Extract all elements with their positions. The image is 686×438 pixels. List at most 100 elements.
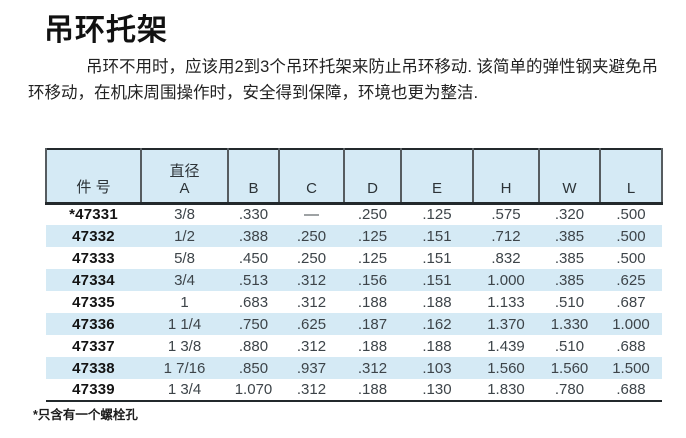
part-number-cell: 47335 [72, 293, 115, 311]
table-row: 47333 5/8 .450 .250 .125 .151 .832 .385 .500 [46, 247, 662, 269]
dimension-value-cell: 1.330 [550, 315, 589, 333]
dimension-value-cell: .937 [296, 359, 327, 377]
col-header-c: C [278, 149, 344, 205]
dimension-value-cell: 1.560 [487, 359, 525, 377]
dimension-value-cell: .312 [296, 271, 327, 289]
dimension-value-cell: 3/8 [174, 206, 195, 224]
dimension-value-cell: .832 [491, 249, 521, 267]
dimension-value-cell: .750 [238, 315, 269, 333]
dimension-value-cell: .151 [422, 227, 452, 245]
col-header-h: H [472, 149, 539, 205]
col-header-diameter-a: 直径 A [140, 149, 228, 205]
dimension-value-cell: 3/4 [174, 271, 195, 289]
dimension-value-cell: .780 [554, 381, 585, 398]
dimension-value-cell: 1.560 [550, 359, 589, 377]
dimension-value-cell: .500 [616, 206, 646, 224]
dimension-value-cell: — [304, 206, 319, 224]
dimension-value-cell: 1 [180, 293, 189, 311]
part-number-cell: 47339 [72, 381, 115, 398]
intro-line-2: 环移动，在机床周围操作时，安全得到保障，环境也更为整洁. [28, 84, 479, 102]
dimension-value-cell: .250 [357, 206, 388, 224]
col-header-l: L [599, 149, 663, 205]
part-number-cell: *47331 [69, 206, 118, 224]
part-number-cell: 47337 [72, 337, 115, 355]
col-header-d: D [343, 149, 401, 205]
dimension-value-cell: .312 [357, 359, 388, 377]
dimension-value-cell: .125 [357, 227, 388, 245]
intro-paragraph: 吊环不用时，应该用2到3个吊环托架来防止吊环移动. 该简单的弹性钢夹避免吊 环移… [28, 54, 668, 106]
dimension-value-cell: .250 [296, 249, 327, 267]
part-number-cell: 47338 [72, 359, 115, 377]
dimension-table: 件 号 直径 A B C D E H W L *47331 3/8 .330 — .25… [45, 148, 663, 402]
dimension-value-cell: .510 [554, 293, 585, 311]
col-header-b: B [227, 149, 279, 205]
col-header-part-number: 件 号 [45, 149, 141, 205]
dimension-value-cell: 1.830 [487, 381, 525, 398]
dimension-value-cell: 1.000 [612, 315, 650, 333]
dimension-value-cell: .125 [357, 249, 388, 267]
dimension-value-cell: 1 3/4 [167, 381, 202, 398]
table-row: 47332 1/2 .388 .250 .125 .151 .712 .385 .500 [46, 225, 662, 247]
table-row: 47337 1 3/8 .880 .312 .188 .188 1.439 .510 .688 [46, 335, 662, 357]
table-row: 47339 1 3/4 1.070 .312 .188 .130 1.830 .780 .688 [46, 379, 662, 401]
col-header-diameter-letter: A [179, 179, 190, 197]
dimension-value-cell: .688 [616, 337, 646, 355]
dimension-value-cell: 5/8 [174, 249, 195, 267]
dimension-value-cell: 1.000 [487, 271, 525, 289]
dimension-value-cell: .151 [422, 271, 452, 289]
dimension-value-cell: .687 [616, 293, 646, 311]
dimension-value-cell: 1.133 [487, 293, 525, 311]
table-header: 件 号 直径 A B C D E H W L [45, 149, 663, 205]
dimension-value-cell: .385 [554, 249, 585, 267]
dimension-value-cell: .188 [357, 337, 388, 355]
dimension-value-cell: 1 3/8 [167, 337, 202, 355]
dimension-value-cell: .385 [554, 271, 585, 289]
dimension-value-cell: .312 [296, 293, 327, 311]
dimension-value-cell: .130 [422, 381, 452, 398]
col-header-diameter-label: 直径 [169, 162, 200, 180]
part-number-cell: 47332 [72, 227, 115, 245]
dimension-value-cell: .151 [422, 249, 452, 267]
dimension-value-cell: 1 1/4 [167, 315, 202, 333]
part-number-cell: 47336 [72, 315, 115, 333]
dimension-value-cell: .320 [554, 206, 585, 224]
dimension-value-cell: .625 [296, 315, 327, 333]
dimension-value-cell: .156 [357, 271, 388, 289]
dimension-value-cell: .880 [238, 337, 269, 355]
dimension-value-cell: .500 [616, 249, 646, 267]
table-row: 47338 1 7/16 .850 .937 .312 .103 1.560 1.560 1.5… [46, 357, 662, 379]
part-number-cell: 47333 [72, 249, 115, 267]
dimension-value-cell: .125 [422, 206, 452, 224]
dimension-value-cell: 1.500 [612, 359, 650, 377]
dimension-value-cell: 1.439 [487, 337, 525, 355]
dimension-value-cell: .688 [616, 381, 646, 398]
dimension-value-cell: .575 [491, 206, 521, 224]
dimension-value-cell: .500 [616, 227, 646, 245]
dimension-value-cell: .187 [357, 315, 388, 333]
table-row: 47335 1 .683 .312 .188 .188 1.133 .510 .687 [46, 291, 662, 313]
dimension-value-cell: .625 [616, 271, 646, 289]
dimension-value-cell: .188 [357, 381, 388, 398]
dimension-value-cell: 1.370 [487, 315, 525, 333]
dimension-value-cell: .385 [554, 227, 585, 245]
dimension-value-cell: 1/2 [174, 227, 195, 245]
dimension-value-cell: .450 [238, 249, 269, 267]
table-row: 47334 3/4 .513 .312 .156 .151 1.000 .385 .625 [46, 269, 662, 291]
dimension-value-cell: .712 [491, 227, 521, 245]
col-header-e: E [400, 149, 473, 205]
dimension-value-cell: .103 [422, 359, 452, 377]
dimension-value-cell: .250 [296, 227, 327, 245]
dimension-value-cell: .330 [238, 206, 269, 224]
dimension-value-cell: .850 [238, 359, 269, 377]
dimension-value-cell: 1.070 [234, 381, 273, 398]
page-title: 吊环托架 [44, 14, 168, 47]
dimension-value-cell: .683 [238, 293, 269, 311]
dimension-value-cell: .162 [422, 315, 452, 333]
dimension-value-cell: .510 [554, 337, 585, 355]
table-row: 47336 1 1/4 .750 .625 .187 .162 1.370 1.330 1.00… [46, 313, 662, 335]
part-number-cell: 47334 [72, 271, 115, 289]
dimension-value-cell: .188 [422, 337, 452, 355]
table-row: *47331 3/8 .330 — .250 .125 .575 .320 .500 [46, 203, 662, 225]
table-body: *47331 3/8 .330 — .250 .125 .575 .320 .500 47332 1… [46, 203, 662, 401]
